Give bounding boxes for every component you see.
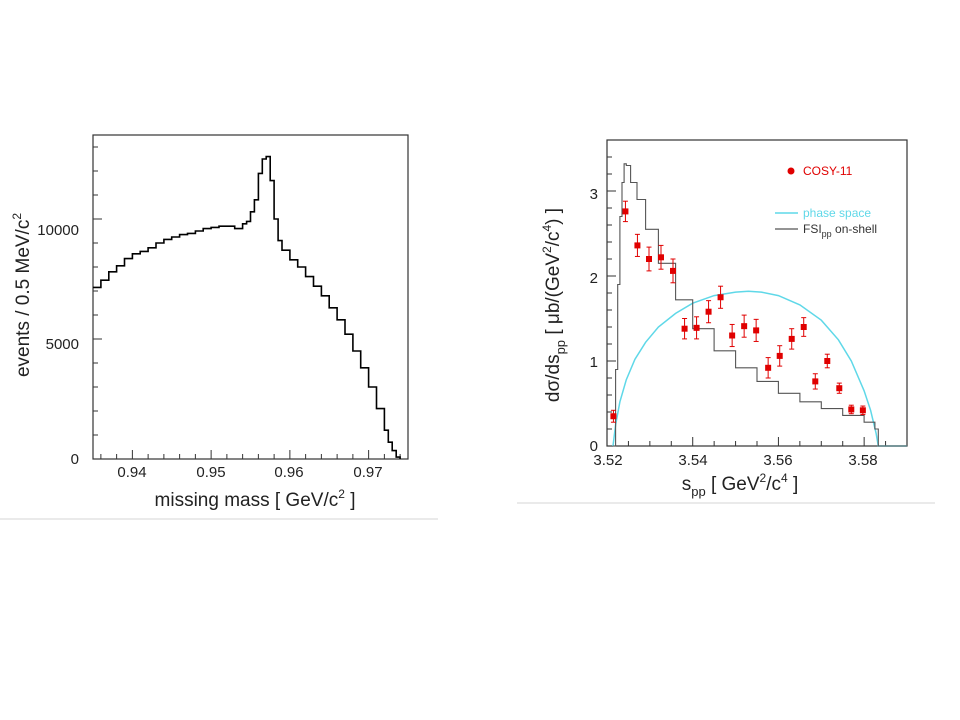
y-tick-label-0: 0 (71, 451, 79, 468)
data-point (622, 200, 629, 223)
data-marker (610, 413, 617, 420)
data-point (681, 318, 688, 340)
legend-label-phase-space: phase space (803, 206, 871, 220)
legend: COSY-11 phase space FSIpp on-shell (775, 164, 877, 239)
data-point (717, 285, 724, 309)
data-point (859, 405, 866, 416)
data-marker (753, 327, 760, 334)
cross-section-ticks (606, 156, 887, 447)
x-tick-label-0.95: 0.95 (196, 464, 225, 481)
x-tick-label-0.96: 0.96 (274, 464, 303, 481)
data-point (812, 373, 819, 390)
data-marker (646, 256, 652, 262)
y-tick-label-1: 1 (590, 354, 598, 371)
histogram-step-line (93, 155, 401, 459)
data-point (848, 404, 855, 415)
data-point (634, 233, 641, 257)
data-point (741, 314, 748, 338)
y-tick-label-10000: 10000 (37, 222, 79, 239)
cross-section-y-axis-title: dσ/dspp [ μb/(GeV2/c4) ] (540, 208, 568, 402)
data-marker (765, 364, 772, 371)
data-marker (705, 308, 712, 315)
data-marker (788, 335, 795, 342)
cross-section-plot-area (610, 163, 907, 447)
y-tick-label-3: 3 (590, 186, 598, 203)
data-point (836, 382, 843, 394)
y-tick-label-5000: 5000 (46, 336, 79, 353)
x-tick-label-3.52: 3.52 (593, 452, 622, 469)
histogram-panel: 0 5000 10000 0.94 0.95 0.96 0.97 missing… (10, 134, 409, 511)
data-marker (836, 385, 843, 392)
x-tick-label-3.56: 3.56 (763, 452, 792, 469)
data-point (705, 300, 712, 324)
data-marker (693, 324, 700, 331)
data-marker (658, 254, 664, 261)
histogram-ticks (93, 146, 401, 460)
data-marker (634, 242, 641, 249)
data-point (788, 328, 795, 350)
data-marker (670, 267, 676, 274)
data-point (658, 244, 664, 270)
data-point (646, 246, 652, 272)
data-marker (800, 324, 807, 330)
data-point (693, 316, 700, 340)
data-marker (824, 358, 831, 364)
data-marker (622, 208, 629, 215)
data-point (670, 258, 676, 284)
x-tick-label-3.58: 3.58 (848, 452, 877, 469)
histogram-x-axis-title: missing mass [ GeV/c2 ] (155, 487, 356, 511)
data-marker (776, 352, 783, 359)
data-point (800, 317, 807, 337)
cross-section-frame (606, 139, 908, 447)
data-marker (848, 406, 855, 413)
data-marker (717, 294, 724, 301)
legend-label-cosy-11: COSY-11 (803, 164, 853, 178)
data-marker (741, 323, 748, 330)
data-marker (859, 407, 866, 414)
data-point (765, 357, 772, 379)
phase-space-curve (612, 290, 907, 447)
data-point (824, 353, 831, 369)
cross-section-panel: 0 1 2 3 3.52 3.54 3.56 3.58 spp [ GeV2/c… (540, 139, 908, 499)
histogram-plot-area (93, 155, 401, 459)
data-point (610, 409, 617, 423)
histogram-frame (92, 134, 409, 460)
y-tick-label-2: 2 (590, 270, 598, 287)
x-tick-label-0.94: 0.94 (117, 464, 146, 481)
legend-marker-cosy-11 (787, 167, 795, 175)
x-tick-label-3.54: 3.54 (678, 452, 707, 469)
y-tick-label-0: 0 (590, 438, 598, 455)
cross-section-x-axis-title: spp [ GeV2/c4 ] (682, 471, 799, 499)
data-point (753, 318, 760, 342)
data-marker (681, 325, 688, 332)
data-point (776, 345, 783, 367)
fsi-on-shell-curve (613, 163, 907, 447)
data-marker (812, 378, 819, 385)
legend-label-fsi: FSIpp on-shell (803, 222, 877, 239)
x-tick-label-0.97: 0.97 (353, 464, 382, 481)
histogram-y-axis-title: events / 0.5 MeV/c2 (10, 213, 34, 377)
data-point (729, 323, 736, 348)
data-marker (729, 332, 736, 339)
